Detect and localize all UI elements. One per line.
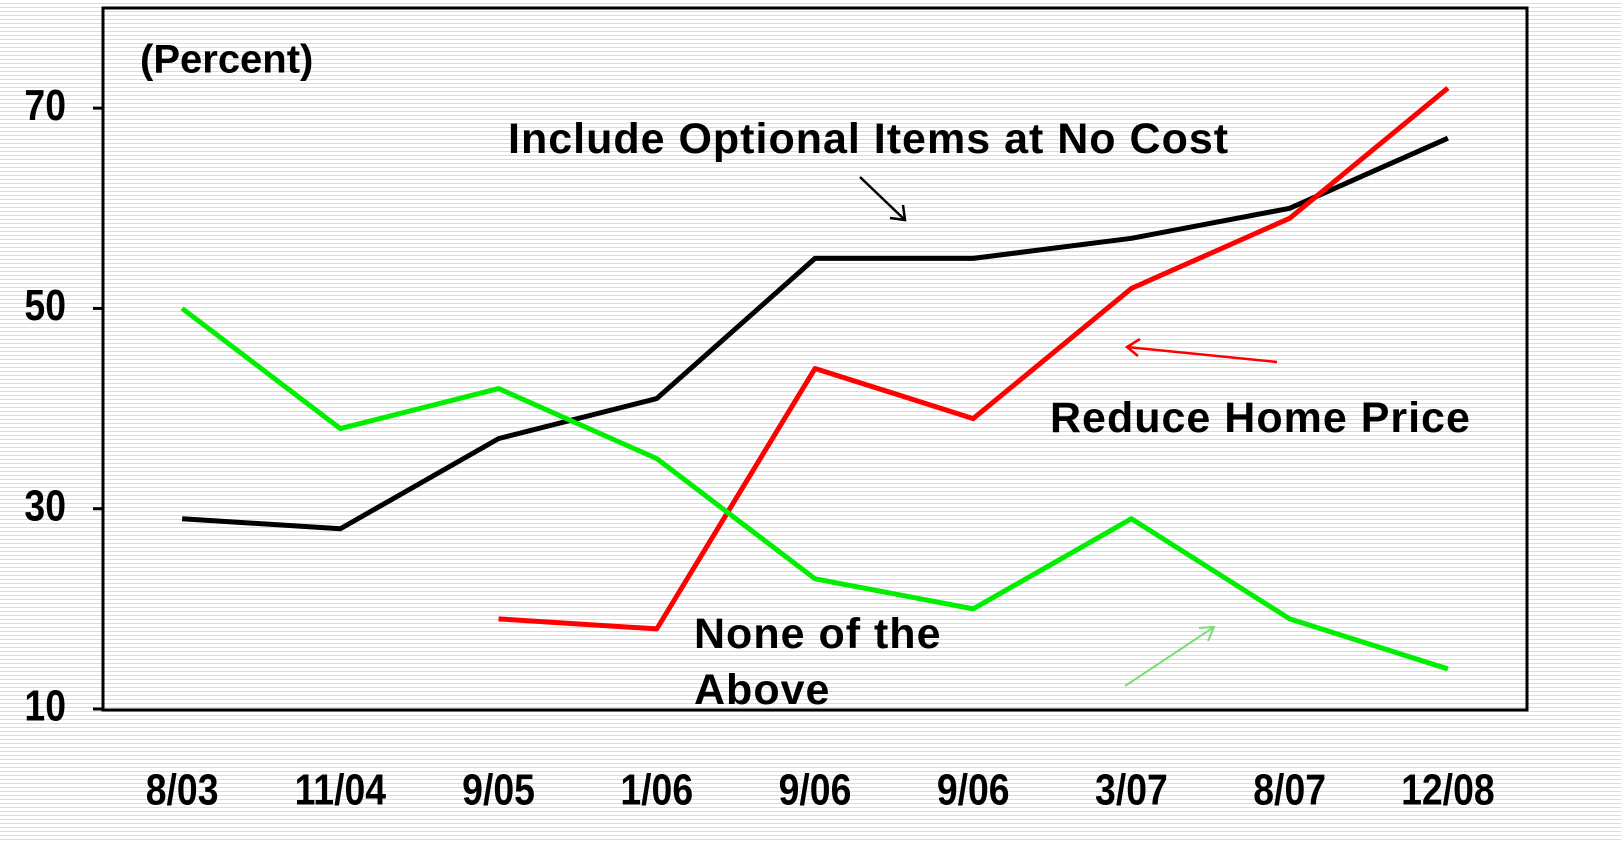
arrow-head: [1198, 625, 1216, 642]
x-tick-label: 11/04: [295, 765, 387, 815]
x-tick-label: 1/06: [620, 765, 693, 815]
x-tick-label: 9/06: [779, 765, 852, 815]
y-tick-label: 70: [24, 80, 66, 130]
x-tick-label: 3/07: [1095, 765, 1168, 815]
arrow: [1126, 345, 1278, 364]
x-tick-label: 9/05: [462, 765, 535, 815]
series-annotation: Include Optional Items at No Cost: [508, 115, 1230, 163]
y-tick-label: 10: [24, 681, 66, 731]
y-tick-label: 30: [24, 480, 66, 530]
arrow: [859, 176, 906, 221]
y-axis-label: (Percent): [140, 38, 313, 82]
arrows: [859, 176, 1278, 687]
series-annotation: None of the Above: [694, 610, 942, 714]
arrow-head: [1124, 337, 1141, 357]
arrow: [1124, 626, 1215, 687]
series-line: [180, 306, 1449, 672]
x-tick-label: 8/07: [1253, 765, 1326, 815]
x-tick-label: 12/08: [1401, 765, 1495, 815]
series-line: [498, 86, 1450, 632]
y-tick-label: 50: [24, 280, 66, 330]
plot-frame: [101, 6, 1529, 712]
arrow-head: [889, 204, 907, 222]
x-tick-label: 9/06: [937, 765, 1010, 815]
x-tick-label: 8/03: [146, 765, 219, 815]
series-annotation: Reduce Home Price: [1050, 394, 1471, 442]
series-line: [181, 135, 1449, 532]
